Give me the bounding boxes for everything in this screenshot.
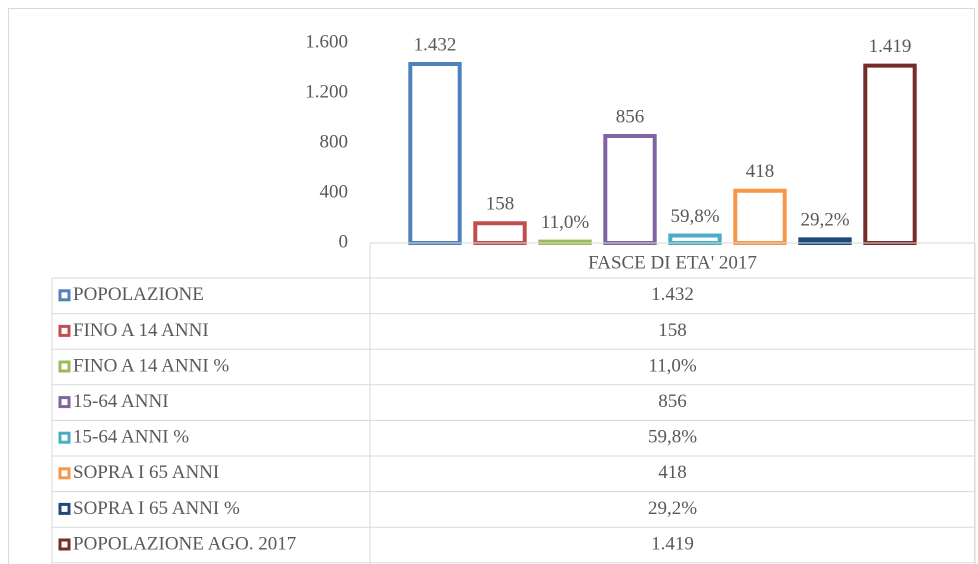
value-label: 856 (616, 106, 645, 127)
table-value: 1.419 (651, 533, 694, 554)
y-tick-label: 800 (320, 131, 349, 152)
y-tick-label: 1.600 (305, 31, 348, 52)
value-label: 1.419 (869, 36, 912, 57)
value-label: 11,0% (541, 212, 590, 233)
bar (798, 237, 852, 246)
table-value: 856 (658, 391, 687, 412)
legend-key (58, 431, 71, 444)
value-label: 1.432 (414, 34, 457, 55)
bar (733, 188, 787, 245)
table-value: 418 (658, 462, 687, 483)
legend-label: FINO A 14 ANNI (73, 320, 209, 341)
table-value: 29,2% (648, 498, 697, 519)
legend-label: 15-64 ANNI % (73, 427, 189, 448)
legend-label: SOPRA I 65 ANNI (73, 462, 219, 483)
value-label: 59,8% (670, 206, 719, 227)
bar (473, 221, 527, 245)
legend-key (58, 502, 71, 515)
table-value: 1.432 (651, 284, 694, 305)
legend-label: 15-64 ANNI (73, 391, 169, 412)
value-label: 29,2% (800, 210, 849, 231)
table-value: 158 (658, 320, 687, 341)
legend-key (58, 324, 71, 337)
bar (603, 134, 657, 245)
bar (863, 63, 917, 245)
x-tick-label: FASCE DI ETA' 2017 (588, 252, 757, 273)
value-label: 158 (486, 194, 515, 215)
table-value: 11,0% (648, 355, 697, 376)
legend-key (58, 538, 71, 551)
legend-key (58, 289, 71, 302)
y-tick-label: 1.200 (305, 81, 348, 102)
legend-key (58, 360, 71, 373)
legend-label: SOPRA I 65 ANNI % (73, 498, 240, 519)
legend-label: FINO A 14 ANNI % (73, 355, 229, 376)
bar (668, 233, 722, 245)
table-value: 59,8% (648, 427, 697, 448)
y-tick-label: 400 (320, 181, 349, 202)
bar (408, 62, 462, 245)
legend-label: POPOLAZIONE AGO. 2017 (73, 533, 296, 554)
value-label: 418 (746, 161, 775, 182)
legend-key (58, 396, 71, 409)
legend-key (58, 467, 71, 480)
y-tick-label: 0 (339, 231, 349, 252)
legend-label: POPOLAZIONE (73, 284, 204, 305)
